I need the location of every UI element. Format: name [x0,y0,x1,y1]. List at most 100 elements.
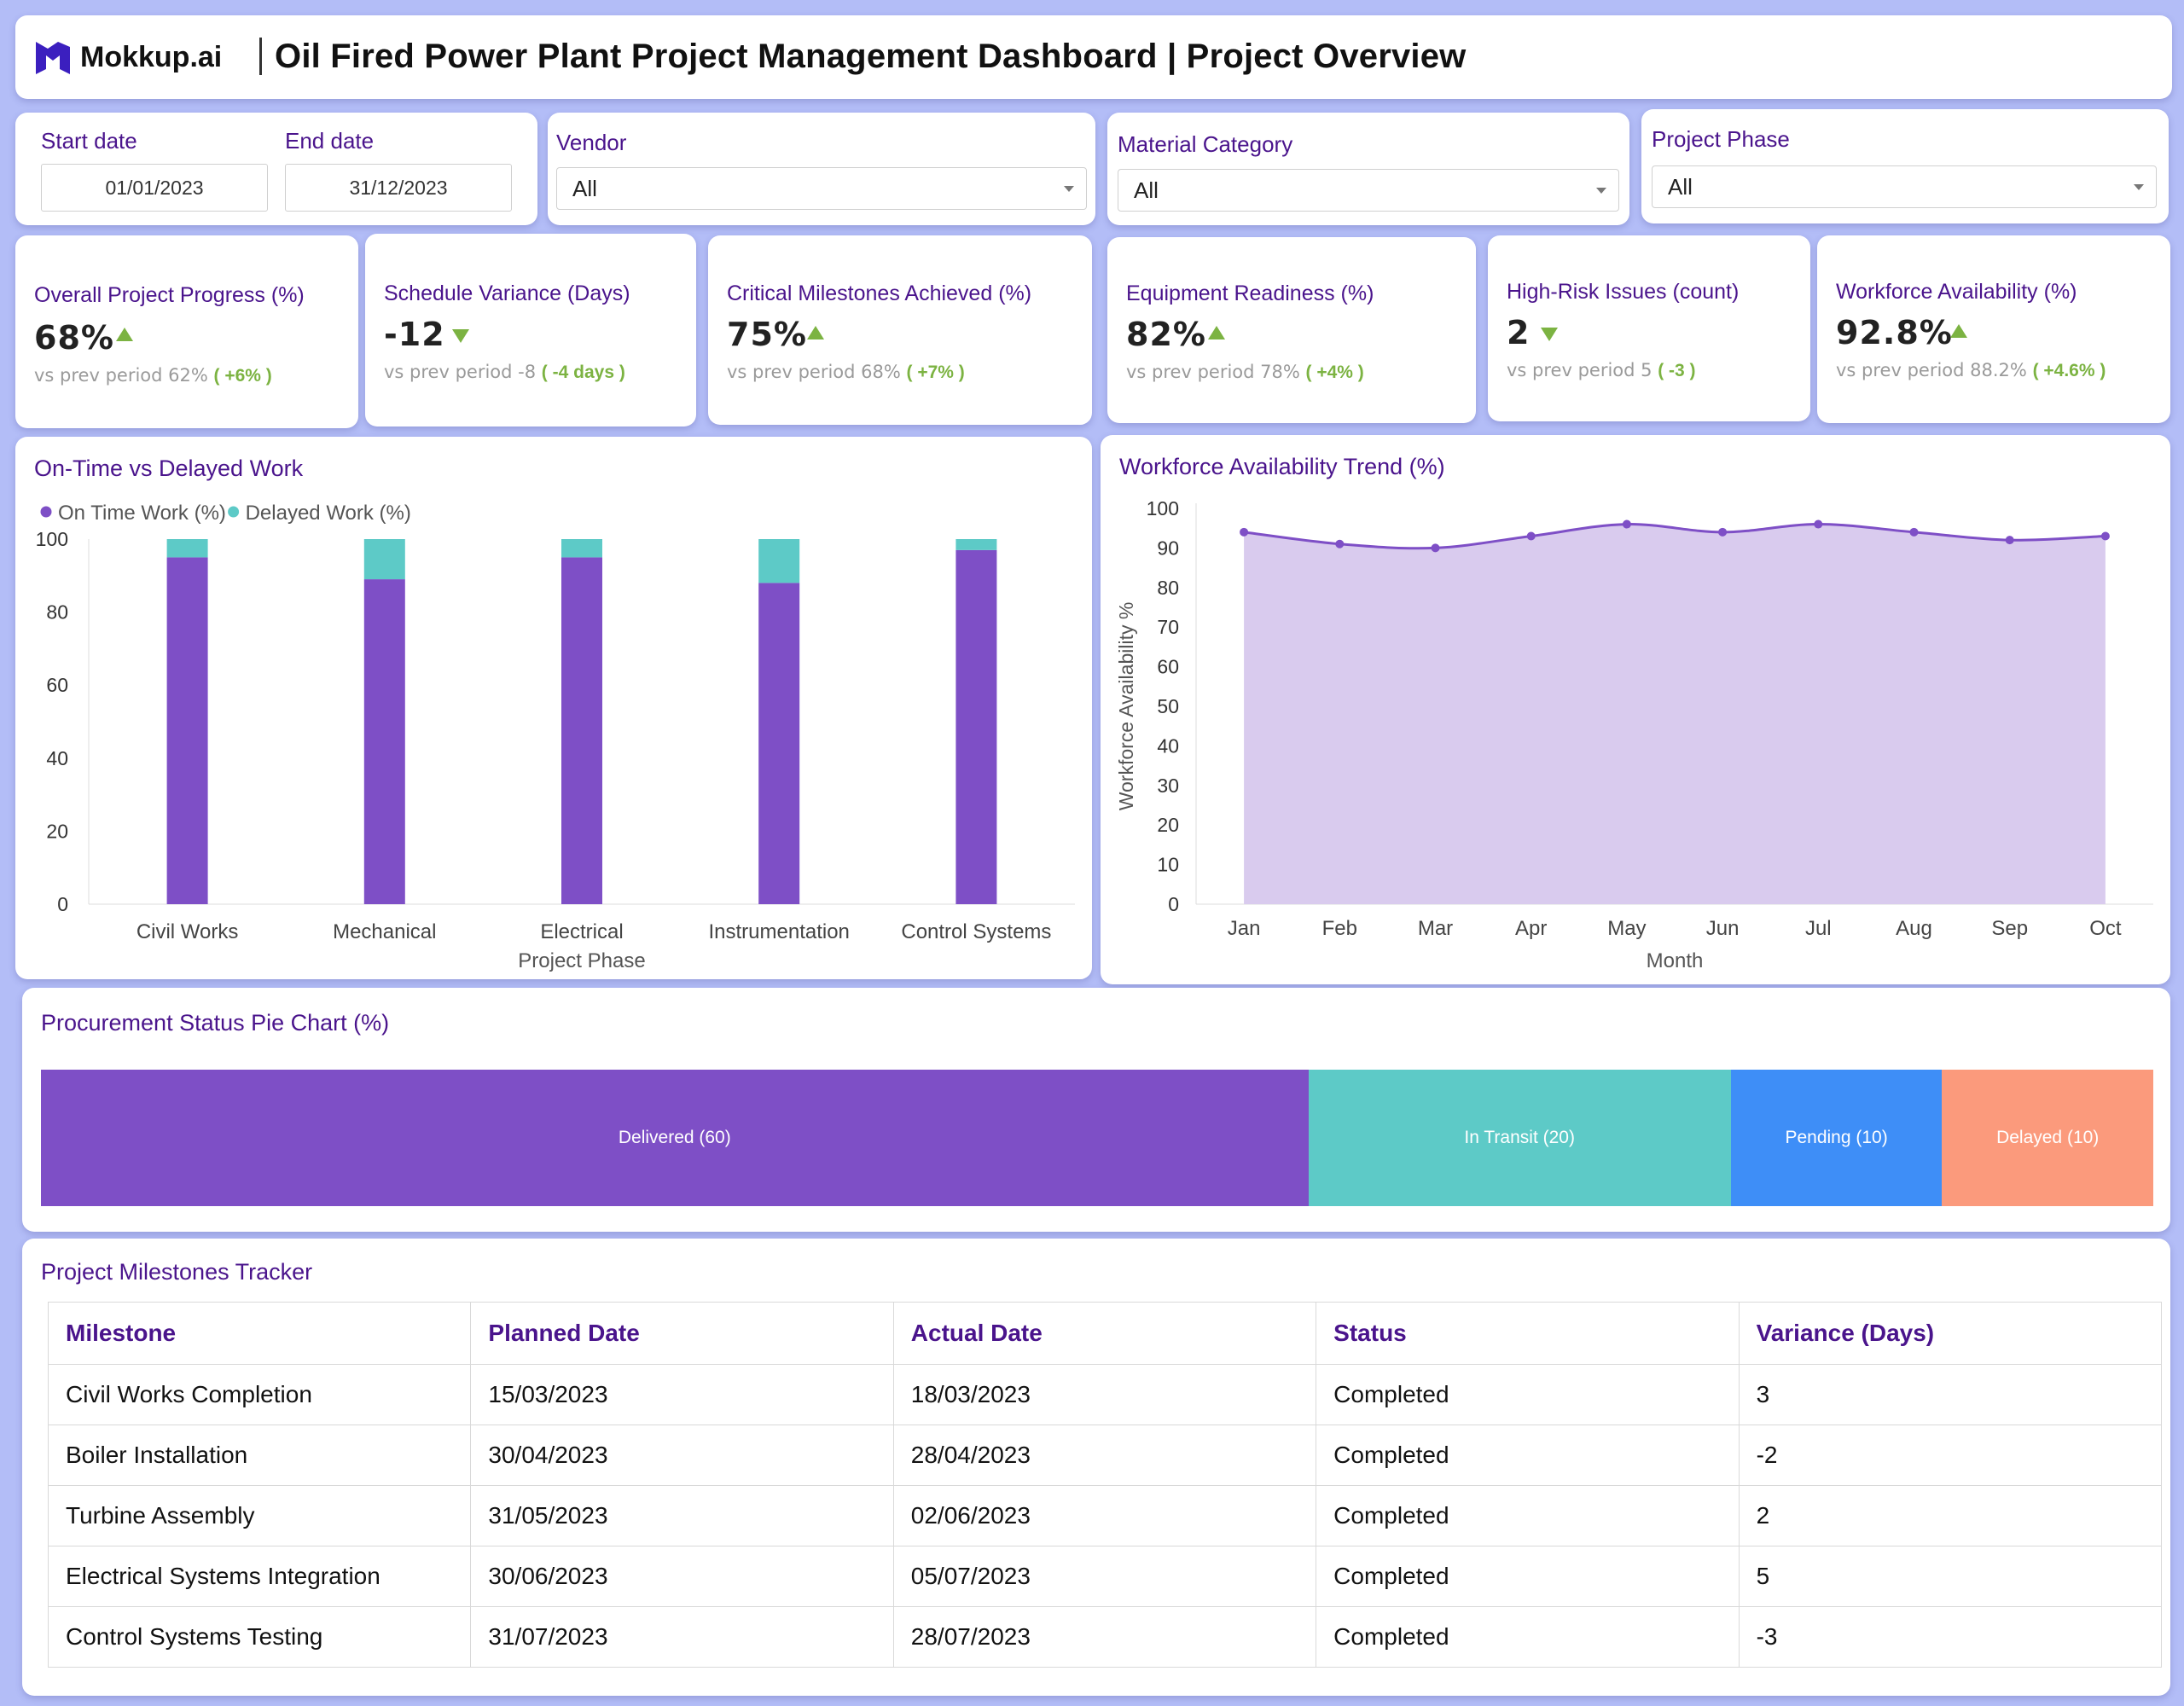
header-divider [259,38,262,75]
table-cell: Electrical Systems Integration [47,1546,472,1607]
x-tick-label: Mechanical [333,920,436,943]
kpi-prev-value: -8 [518,362,537,382]
kpi-value: 82% [1126,316,1206,353]
bar-segment [561,539,602,558]
x-axis-title: Month [1647,949,1704,972]
column-header[interactable]: Actual Date [892,1302,1317,1365]
column-header[interactable]: Milestone [47,1302,472,1365]
column-header[interactable]: Variance (Days) [1738,1302,2163,1365]
data-point [1431,543,1440,553]
table-row: Civil Works Completion 15/03/2023 18/03/… [47,1364,2163,1425]
kpi-previous: vs prev period 88.2% ( +4.6% ) [1836,360,2106,381]
data-point [2100,531,2110,541]
y-tick-label: 50 [1157,695,1179,717]
table-cell: 28/07/2023 [892,1606,1317,1668]
material-category-dropdown[interactable]: All [1118,169,1619,212]
material-category-label: Material Category [1118,131,1293,157]
material-selected-value: All [1134,177,1159,203]
kpi-prev-label: vs prev period [34,365,163,386]
chevron-down-icon [2134,184,2144,190]
kpi-prev-label: vs prev period [1507,360,1635,380]
y-tick-label: 0 [1168,893,1179,915]
workforce-trend-chart: 0 10 20 30 40 50 60 70 80 90 100 Jan Feb Mar Apr May Jun… [1115,497,2153,972]
table-cell: Completed [1316,1546,1740,1607]
end-date-label: End date [285,128,375,154]
kpi-card-high-risk-issues: High-Risk Issues (count) 2 vs prev perio… [1488,235,1810,421]
chevron-down-icon [1596,188,1606,194]
kpi-value: 68% [34,319,114,357]
kpi-previous: vs prev period 68% ( +7% ) [727,362,965,383]
triangle-up-icon [1208,326,1225,339]
x-tick-label: Jun [1706,917,1740,940]
legend-label: On Time Work (%) [58,502,226,525]
table-cell: 31/07/2023 [470,1606,894,1668]
kpi-prev-label: vs prev period [384,362,513,382]
x-tick-label: Instrumentation [708,920,849,943]
kpi-prev-label: vs prev period [1836,360,1965,380]
x-tick-label: Oct [2089,917,2122,940]
kpi-prev-label: vs prev period [1126,362,1255,382]
bar-segment [363,539,405,580]
kpi-value: 2 [1507,314,1531,351]
table-cell: 05/07/2023 [892,1546,1317,1607]
kpi-title: High-Risk Issues (count) [1507,280,1740,304]
kpi-title: Schedule Variance (Days) [384,281,630,305]
x-tick-label: Mar [1418,917,1453,940]
x-tick-label: Control Systems [901,920,1051,943]
page-title: Oil Fired Power Plant Project Management… [275,38,1467,75]
chart-title: Procurement Status Pie Chart (%) [41,1010,390,1036]
y-tick-label: 100 [1147,497,1179,519]
bar-segment [956,539,997,550]
table-cell: 15/03/2023 [470,1364,894,1425]
material-filter-card: Material Category All [1107,113,1629,225]
series-line [1243,523,2106,550]
table-cell: 28/04/2023 [892,1425,1317,1486]
procurement-segment: In Transit (20) [1308,1070,1731,1206]
table-row: Control Systems Testing 31/07/2023 28/07… [47,1606,2163,1668]
kpi-title: Overall Project Progress (%) [34,283,305,307]
table-cell: 02/06/2023 [892,1485,1317,1546]
kpi-card-critical-milestones: Critical Milestones Achieved (%) 75% vs … [708,235,1092,425]
bar-segment [758,539,800,583]
kpi-previous: vs prev period 5 ( -3 ) [1507,360,1696,381]
project-phase-dropdown[interactable]: All [1652,165,2157,208]
kpi-value: 75% [727,316,807,353]
kpi-card-equipment-readiness: Equipment Readiness (%) 82% vs prev peri… [1107,237,1476,423]
table-cell: 30/06/2023 [470,1546,894,1607]
kpi-prev-value: 78% [1260,362,1300,382]
table-header-row: Milestone Planned Date Actual Date Statu… [47,1302,2163,1365]
y-tick-label: 90 [1157,537,1179,559]
y-tick-label: 10 [1157,854,1179,876]
workforce-trend-chart-card: Workforce Availability Trend (%) 0 10 20 30… [1101,435,2170,984]
bar-segment [956,549,997,904]
end-date-input[interactable]: 31/12/2023 [285,164,512,212]
table-row: Electrical Systems Integration 30/06/202… [47,1546,2163,1607]
vendor-dropdown[interactable]: All [556,167,1087,210]
start-date-input[interactable]: 01/01/2023 [41,164,268,212]
table-cell: -3 [1738,1606,2163,1668]
table-cell: 30/04/2023 [470,1425,894,1486]
kpi-prev-value: 88.2% [1970,360,2027,380]
data-point [1622,519,1631,529]
table-cell: 5 [1738,1546,2163,1607]
y-tick-label: 20 [1157,814,1179,836]
y-tick-label: 100 [36,528,68,550]
triangle-down-icon [452,329,469,343]
column-header[interactable]: Status [1316,1302,1740,1365]
kpi-delta: ( +6% ) [213,366,272,386]
data-point [1909,527,1919,537]
procurement-segment: Delivered (60) [41,1070,1309,1206]
procurement-segment: Pending (10) [1730,1070,1943,1206]
kpi-delta: ( -3 ) [1658,361,1696,380]
kpi-prev-value: 5 [1641,360,1653,380]
table-title: Project Milestones Tracker [41,1259,313,1285]
area-fill [1244,524,2106,904]
project-phase-label: Project Phase [1652,126,1790,152]
legend-label: Delayed Work (%) [246,502,411,525]
column-header[interactable]: Planned Date [470,1302,894,1365]
kpi-prev-value: 68% [861,362,901,382]
data-point [2005,536,2014,545]
data-point [1814,519,1823,529]
data-point [1718,527,1728,537]
logo-text: Mokkup.ai [80,41,223,73]
